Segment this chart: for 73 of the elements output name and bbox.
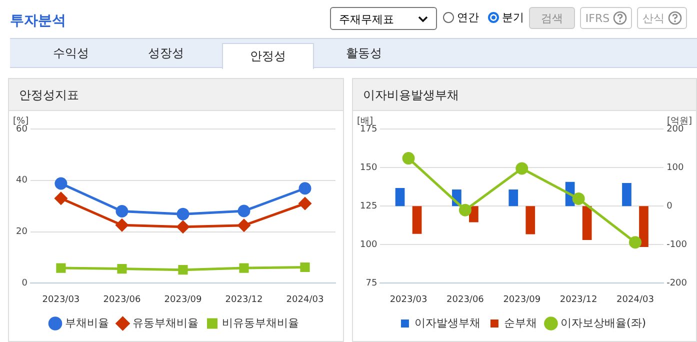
point: [117, 264, 127, 274]
y-axis-title: [%]: [13, 116, 29, 126]
point: [56, 263, 66, 273]
bar: [412, 206, 422, 234]
legend-label: 비유동부채비율: [222, 316, 299, 330]
point: [458, 204, 472, 216]
x-tick-label: 2023/09: [164, 294, 202, 305]
point: [298, 182, 312, 195]
x-tick-label: 2023/12: [560, 294, 598, 305]
legend-label: 순부채: [504, 316, 537, 330]
bar: [508, 190, 518, 206]
bar: [526, 206, 536, 234]
text: 연간: [456, 10, 479, 25]
y2-tick-label: 100: [666, 162, 684, 173]
bar: [395, 188, 405, 206]
point: [116, 204, 128, 218]
y-tick-label: 60: [16, 124, 28, 134]
x-tick-label: 2023/06: [446, 294, 484, 305]
x-tick-label: 2023/03: [390, 294, 428, 305]
x-tick-label: 2023/12: [225, 294, 263, 305]
chart-title: 안정성지표: [9, 79, 343, 111]
point: [116, 218, 128, 232]
text: 산식: [637, 7, 687, 29]
y-tick-label: 75: [366, 278, 378, 289]
y-tick-label: 40: [16, 176, 28, 186]
y2-tick-label: 200: [666, 124, 684, 134]
point: [238, 219, 250, 232]
text: 검색: [529, 7, 575, 29]
point: [402, 152, 415, 165]
legend-label: 부채비율: [64, 316, 109, 330]
text: 활동성: [345, 44, 383, 62]
y-tick-label: 150: [360, 162, 378, 173]
text: 성장성: [147, 44, 185, 62]
point: [176, 220, 190, 234]
text: 투자분석: [10, 12, 66, 30]
point: [178, 265, 188, 275]
point: [54, 177, 68, 190]
legend-label: 이자보상배율(좌): [560, 316, 646, 330]
y-tick-label: 20: [16, 227, 28, 238]
point: [572, 192, 585, 205]
point: [516, 162, 528, 175]
y-tick-label: 125: [360, 201, 378, 212]
y-axis-title: [배]: [357, 116, 374, 126]
text: 분기: [501, 10, 524, 25]
point: [300, 262, 310, 272]
point: [176, 208, 190, 220]
y2-axis-title: [억원]: [666, 116, 692, 126]
y-tick-label: 175: [360, 124, 378, 134]
y-tick-label: 100: [360, 240, 378, 250]
text: 안정성: [222, 43, 314, 69]
y2-tick-label: -100: [666, 240, 688, 250]
x-tick-label: 2024/03: [616, 294, 654, 305]
bar: [639, 206, 648, 247]
text: 수익성: [52, 44, 90, 62]
x-tick-label: 2023/03: [42, 294, 80, 305]
legend-label: 이자발생부채: [414, 316, 480, 330]
text: 주재무제표: [330, 7, 437, 30]
text: IFRS: [580, 7, 632, 29]
legend-label: 유동부채비율: [132, 316, 198, 330]
y2-tick-label: -200: [666, 278, 688, 289]
y-tick-label: 0: [22, 278, 28, 289]
x-tick-label: 2023/06: [103, 294, 141, 305]
y2-tick-label: 0: [666, 201, 673, 212]
x-tick-label: 2023/09: [503, 294, 541, 305]
bar: [582, 206, 592, 240]
chart-title: 이자비용발생부채: [353, 79, 696, 111]
x-tick-label: 2024/03: [286, 294, 324, 305]
point: [628, 236, 642, 249]
point: [298, 197, 312, 210]
point: [238, 204, 250, 218]
bar: [622, 182, 632, 206]
point: [239, 263, 249, 273]
point: [54, 192, 68, 205]
